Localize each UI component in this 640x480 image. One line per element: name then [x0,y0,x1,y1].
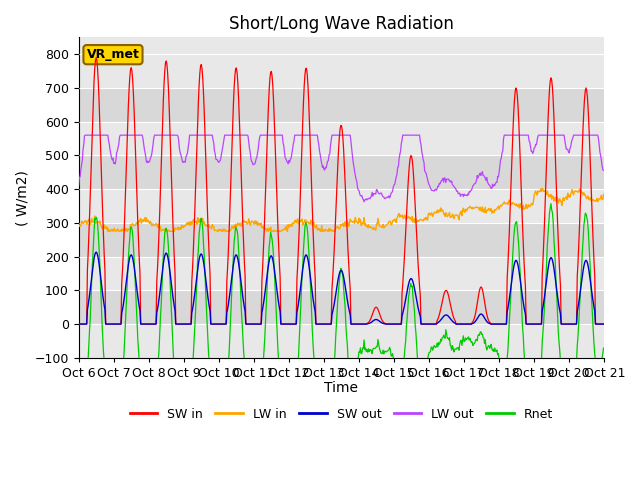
LW out [75,183,83,189]
Line: LW out: LW out [79,135,604,202]
SW out [75,321,83,327]
Bar [79,324,604,358]
Bar [79,54,604,88]
LW in [84,218,92,224]
SW in [139,321,147,327]
SW in [600,321,607,327]
SW in [406,163,413,168]
Rnet [138,358,146,364]
LW out [139,135,147,141]
Bar [79,88,604,121]
Y-axis label: ( W/m2): ( W/m2) [15,169,29,226]
LW out [85,132,93,138]
X-axis label: Time: Time [324,381,358,395]
LW out [600,168,607,173]
Line: Rnet: Rnet [79,204,604,361]
SW in [75,321,83,327]
SW in [193,165,200,171]
Bar [79,121,604,156]
Line: SW in: SW in [79,58,604,324]
Bar [79,257,604,290]
SW out [421,321,429,327]
Title: Short/Long Wave Radiation: Short/Long Wave Radiation [229,15,454,33]
LW out [81,132,89,138]
Text: VR_met: VR_met [86,48,140,61]
LW out [406,132,414,138]
Rnet [84,356,92,362]
LW in [139,218,147,224]
LW out [422,169,429,175]
SW out [139,321,147,327]
Bar [79,290,604,324]
SW out [84,302,92,308]
Bar [79,156,604,189]
SW in [220,321,228,327]
LW in [538,186,546,192]
Line: LW in: LW in [79,189,604,231]
SW in [421,321,429,327]
Rnet [220,358,227,364]
Legend: SW in, LW in, SW out, LW out, Rnet: SW in, LW in, SW out, LW out, Rnet [125,403,558,425]
LW in [104,228,112,234]
Rnet [600,345,607,351]
LW out [220,137,228,143]
Line: SW out: SW out [79,252,604,324]
SW out [406,278,413,284]
SW out [220,321,228,327]
SW out [193,279,200,285]
Bar [79,223,604,257]
LW out [193,132,200,138]
LW in [75,224,83,229]
Rnet [404,294,412,300]
Rnet [191,311,199,317]
LW in [421,217,429,223]
LW in [600,192,607,197]
SW in [92,55,100,60]
LW in [220,228,228,234]
LW in [406,216,413,221]
Bar [79,189,604,223]
LW out [360,199,368,204]
Rnet [420,358,428,364]
SW out [92,249,100,255]
LW in [193,218,200,224]
SW out [600,321,607,327]
Rnet [547,201,555,206]
SW in [84,251,92,257]
Rnet [75,358,83,364]
